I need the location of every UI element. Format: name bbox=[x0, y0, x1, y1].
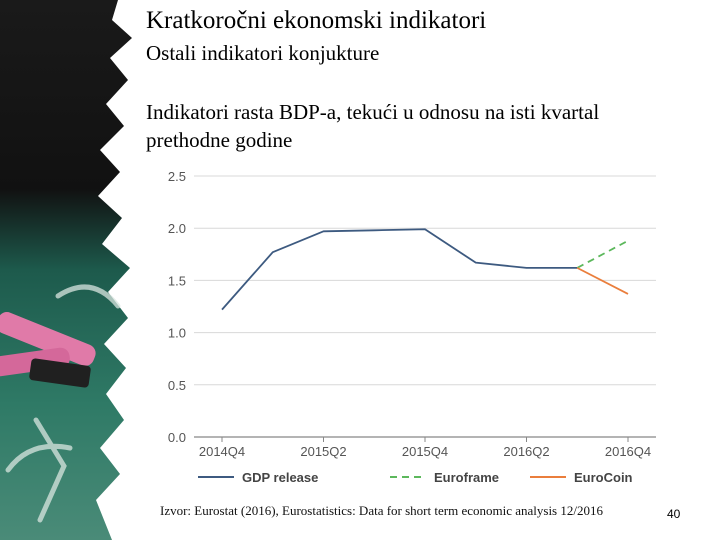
series-line-euroframe bbox=[576, 239, 629, 269]
chalk-scribbles bbox=[5, 284, 121, 523]
y-tick-label: 0.5 bbox=[168, 378, 186, 393]
chalkboard-background bbox=[0, 0, 132, 540]
legend-label: Euroframe bbox=[434, 470, 499, 485]
y-tick-label: 0.0 bbox=[168, 430, 186, 445]
y-tick-label: 1.0 bbox=[168, 326, 186, 341]
chalkboard-decoration bbox=[0, 0, 132, 540]
x-tick-label: 2015Q2 bbox=[300, 444, 346, 459]
series-line-gdp-release bbox=[221, 228, 578, 311]
x-tick-label: 2016Q2 bbox=[503, 444, 549, 459]
slide-title: Kratkoročni ekonomski indikatori bbox=[146, 7, 487, 34]
x-tick-label: 2015Q4 bbox=[402, 444, 448, 459]
x-tick-label: 2014Q4 bbox=[199, 444, 245, 459]
series-line-eurocoin bbox=[576, 267, 629, 295]
chalk-sticks-icon bbox=[0, 312, 96, 388]
y-tick-label: 2.5 bbox=[168, 169, 186, 184]
y-tick-label: 2.0 bbox=[168, 221, 186, 236]
page-number: 40 bbox=[667, 507, 681, 521]
legend-label: EuroCoin bbox=[574, 470, 633, 485]
y-tick-label: 1.5 bbox=[168, 273, 186, 288]
source-note: Izvor: Eurostat (2016), Eurostatistics: … bbox=[160, 503, 603, 518]
slide-subtitle: Ostali indikatori konjukture bbox=[146, 41, 380, 65]
x-tick-label: 2016Q4 bbox=[605, 444, 651, 459]
gdp-growth-chart: 0.0 0.5 1.0 1.5 2.0 2.5 2014Q4 2015Q2 2015Q4 2016… bbox=[168, 169, 656, 485]
slide-body-text: Indikatori rasta BDP-a, tekući u odnosu … bbox=[146, 100, 600, 152]
legend-label: GDP release bbox=[242, 470, 318, 485]
